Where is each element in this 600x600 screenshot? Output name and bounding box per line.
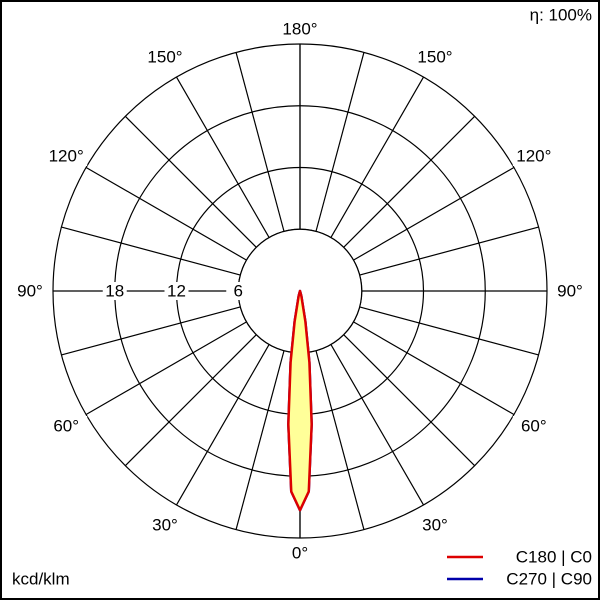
angle-tick-label: 90° xyxy=(557,281,583,300)
legend-label: C270 | C90 xyxy=(506,569,592,588)
spoke xyxy=(235,52,285,232)
angle-tick-label: 30° xyxy=(152,515,178,534)
label-bg xyxy=(9,281,51,301)
spoke xyxy=(61,226,241,276)
angle-tick-label: 90° xyxy=(17,281,43,300)
angle-tick-label: 0° xyxy=(292,543,308,562)
spoke xyxy=(175,344,270,506)
angle-tick-label: 30° xyxy=(422,515,448,534)
angle-tick-label: 120° xyxy=(516,146,551,165)
efficiency-label: η: 100% xyxy=(530,5,592,24)
spoke xyxy=(315,350,365,530)
label-bg xyxy=(279,19,321,39)
spoke xyxy=(353,321,515,416)
label-bg xyxy=(512,146,555,166)
label-bg xyxy=(414,47,456,68)
label-bg xyxy=(414,514,456,535)
r-tick-label: 6 xyxy=(234,281,243,300)
spoke xyxy=(330,344,425,506)
angle-tick-label: 180° xyxy=(282,19,317,38)
angle-tick-label: 60° xyxy=(521,416,547,435)
label-bg xyxy=(45,416,88,436)
spoke xyxy=(124,115,257,248)
spoke xyxy=(235,350,285,530)
r-tick-label: 18 xyxy=(105,281,124,300)
unit-label: kcd/klm xyxy=(12,569,70,588)
spoke xyxy=(359,306,539,356)
legend-label: C180 | C0 xyxy=(516,547,592,566)
r-tick-label: 12 xyxy=(167,281,186,300)
label-bg xyxy=(226,282,251,300)
spoke xyxy=(175,76,270,238)
angle-tick-label: 150° xyxy=(417,48,452,67)
label-bg xyxy=(45,146,88,166)
label-bg xyxy=(512,416,555,436)
label-bg xyxy=(144,47,186,68)
spoke xyxy=(124,334,257,467)
label-bg xyxy=(102,282,127,300)
spoke xyxy=(315,52,365,232)
spoke xyxy=(85,321,247,416)
label-bg xyxy=(144,514,186,535)
spoke xyxy=(330,76,425,238)
intensity-curve xyxy=(287,289,313,512)
spoke xyxy=(343,115,476,248)
spoke xyxy=(353,166,515,261)
label-bg xyxy=(164,282,189,300)
angle-tick-label: 120° xyxy=(49,146,84,165)
spoke xyxy=(61,306,241,356)
spoke xyxy=(359,226,539,276)
spoke xyxy=(343,334,476,467)
label-bg xyxy=(279,543,321,563)
spoke xyxy=(85,166,247,261)
label-bg xyxy=(549,281,591,301)
angle-tick-label: 150° xyxy=(147,48,182,67)
angle-tick-label: 60° xyxy=(53,416,79,435)
